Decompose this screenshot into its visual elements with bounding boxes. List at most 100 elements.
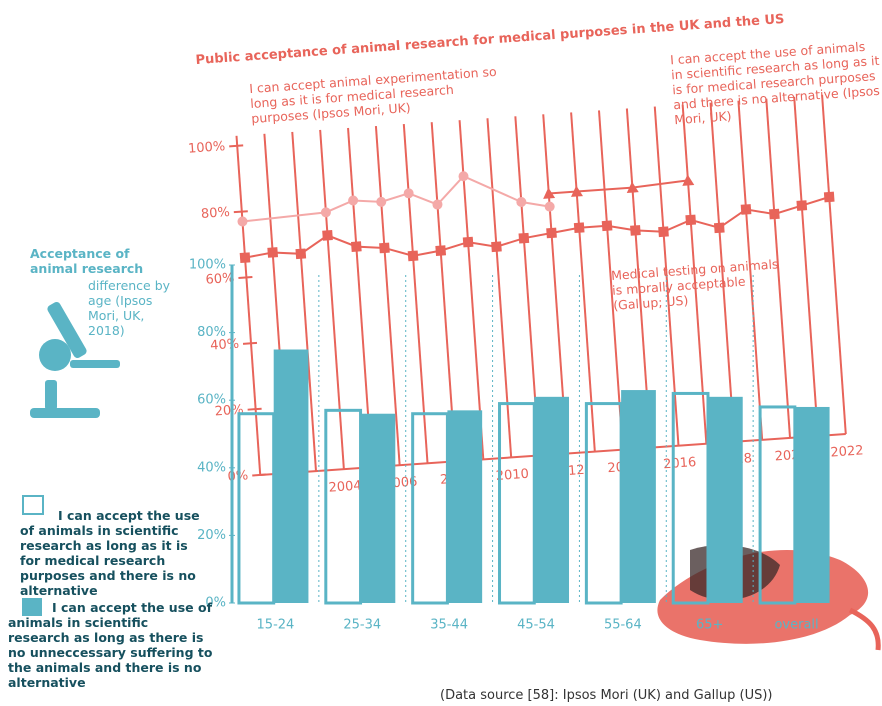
point (518, 232, 530, 244)
point (571, 185, 583, 197)
point (769, 208, 780, 220)
y-tick-label: 20% (197, 528, 226, 543)
point (458, 171, 469, 182)
year-line (235, 135, 262, 476)
point (601, 220, 613, 232)
point (379, 242, 390, 254)
year-line (291, 131, 317, 472)
point (543, 187, 556, 199)
bar (621, 390, 656, 603)
year-line (402, 124, 429, 464)
x-tick-label: 25-34 (343, 618, 381, 633)
tick-mark (233, 210, 248, 214)
y-tick-label: 60% (197, 393, 226, 408)
x-tick-label: 55-64 (604, 618, 642, 633)
point (403, 188, 414, 199)
point (320, 207, 331, 218)
point (546, 227, 557, 239)
point (350, 241, 362, 252)
year-line (598, 110, 624, 450)
year-line (681, 104, 708, 444)
bar (360, 413, 396, 603)
bar (794, 406, 830, 603)
year-line (821, 94, 847, 435)
series-line (242, 175, 550, 223)
point (544, 201, 555, 212)
year-line (458, 120, 485, 460)
x-tick-label: 2010 (495, 467, 529, 484)
source-note: (Data source [58]: Ipsos Mori (UK) and G… (440, 688, 773, 703)
year-line (347, 127, 373, 468)
x-tick-label: 15-24 (257, 618, 295, 633)
point (516, 196, 527, 207)
y-tick-label: 40% (197, 460, 226, 475)
x-tick-label: 2022 (830, 443, 864, 460)
bar-chart-subtitle: difference by age (Ipsos Mori, UK, 2018) (88, 278, 171, 338)
point (630, 225, 641, 236)
x-tick-label: 45-54 (517, 618, 555, 633)
y-tick-label: 100% (189, 258, 226, 273)
x-tick-label: 2016 (663, 455, 697, 472)
point (626, 181, 639, 194)
tick-mark (242, 341, 258, 345)
year-line (319, 129, 345, 470)
point (407, 250, 419, 262)
x-tick-label: 35-44 (430, 618, 468, 633)
year-line (570, 112, 596, 452)
point (322, 230, 333, 241)
point (573, 222, 585, 234)
year-line (430, 122, 457, 462)
y-tick-label: 100% (188, 139, 226, 157)
point (491, 241, 502, 253)
point (435, 245, 447, 256)
series-line (244, 196, 830, 259)
bar (534, 396, 570, 603)
point (267, 247, 279, 258)
bar-chart-title: Acceptance of animal research (30, 246, 144, 276)
year-line (486, 118, 513, 458)
y-tick-label: 60% (205, 271, 235, 288)
bar (707, 396, 743, 603)
year-line (709, 102, 736, 442)
rat-icon (657, 545, 881, 651)
tick-mark (247, 407, 262, 411)
series-line (548, 179, 689, 195)
annotation: I can accept the use of animals in scien… (669, 38, 881, 128)
point (823, 191, 835, 203)
bar (447, 410, 483, 603)
x-tick-label: 65+ (696, 618, 723, 633)
point (796, 200, 808, 211)
year-line (374, 125, 401, 466)
point (685, 214, 697, 226)
y-tick-label: 0% (205, 596, 226, 611)
year-line (737, 100, 764, 440)
bar (324, 408, 363, 605)
microscope-icon (30, 301, 120, 418)
point (462, 236, 474, 248)
year-line (793, 96, 819, 437)
point (348, 195, 359, 206)
legend-swatch-filled (22, 598, 42, 616)
y-tick-label: 20% (214, 402, 244, 419)
point (432, 199, 443, 210)
bar (237, 412, 276, 605)
point (740, 204, 752, 215)
bar (498, 402, 536, 605)
point (237, 216, 248, 227)
point (713, 222, 725, 234)
point (658, 226, 669, 238)
point (239, 252, 251, 264)
point (376, 196, 387, 207)
point (295, 248, 307, 260)
point (682, 174, 695, 186)
y-tick-label: 80% (197, 325, 226, 340)
bar (273, 349, 309, 603)
legend-label: I can accept the use of animals in scien… (20, 508, 200, 598)
bar (411, 412, 449, 605)
tick-mark (238, 276, 253, 280)
legend-label: I can accept the use of animals in scien… (8, 600, 213, 690)
x-tick-label: 2004 (328, 478, 362, 495)
bar (584, 402, 623, 605)
